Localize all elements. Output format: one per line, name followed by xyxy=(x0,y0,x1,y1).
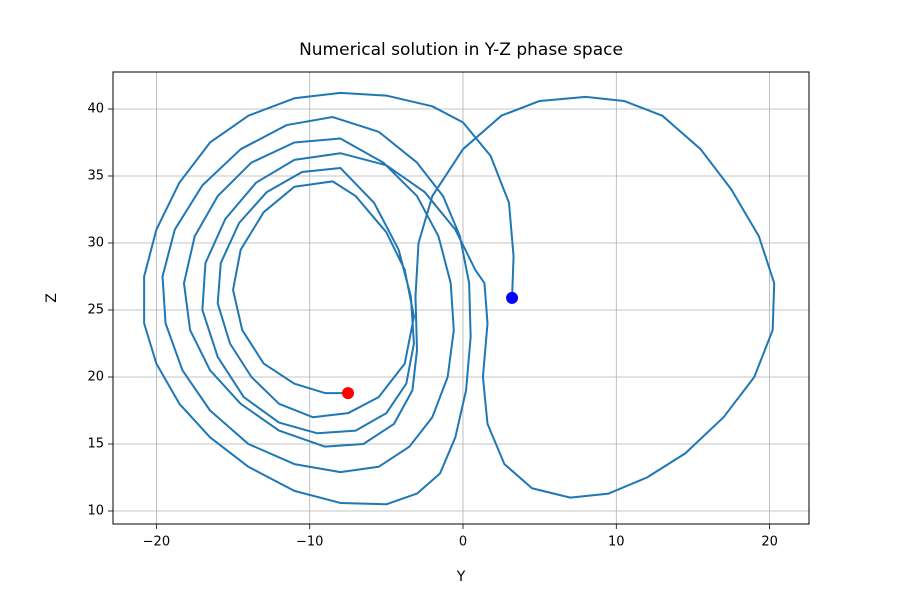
x-axis-label: Y xyxy=(456,569,466,585)
point-marker xyxy=(506,291,519,304)
x-tick-label: 0 xyxy=(459,535,467,550)
x-tick-label: −20 xyxy=(143,535,170,550)
y-tick-label: 40 xyxy=(87,101,104,116)
trajectory-line xyxy=(143,91,776,506)
point-marker xyxy=(342,387,355,400)
y-tick-label: 35 xyxy=(87,168,104,183)
y-tick-label: 10 xyxy=(87,504,104,519)
x-tick-label: 20 xyxy=(761,535,778,550)
chart-title: Numerical solution in Y-Z phase space xyxy=(299,40,623,60)
y-tick-label: 30 xyxy=(87,235,104,250)
x-tick-label: 10 xyxy=(608,535,625,550)
x-tick-label: −10 xyxy=(296,535,323,550)
y-tick-label: 15 xyxy=(87,436,104,451)
y-tick-label: 25 xyxy=(87,302,104,317)
y-tick-label: 20 xyxy=(87,369,104,384)
y-axis-label: Z xyxy=(44,293,60,303)
plot-frame xyxy=(112,71,810,525)
